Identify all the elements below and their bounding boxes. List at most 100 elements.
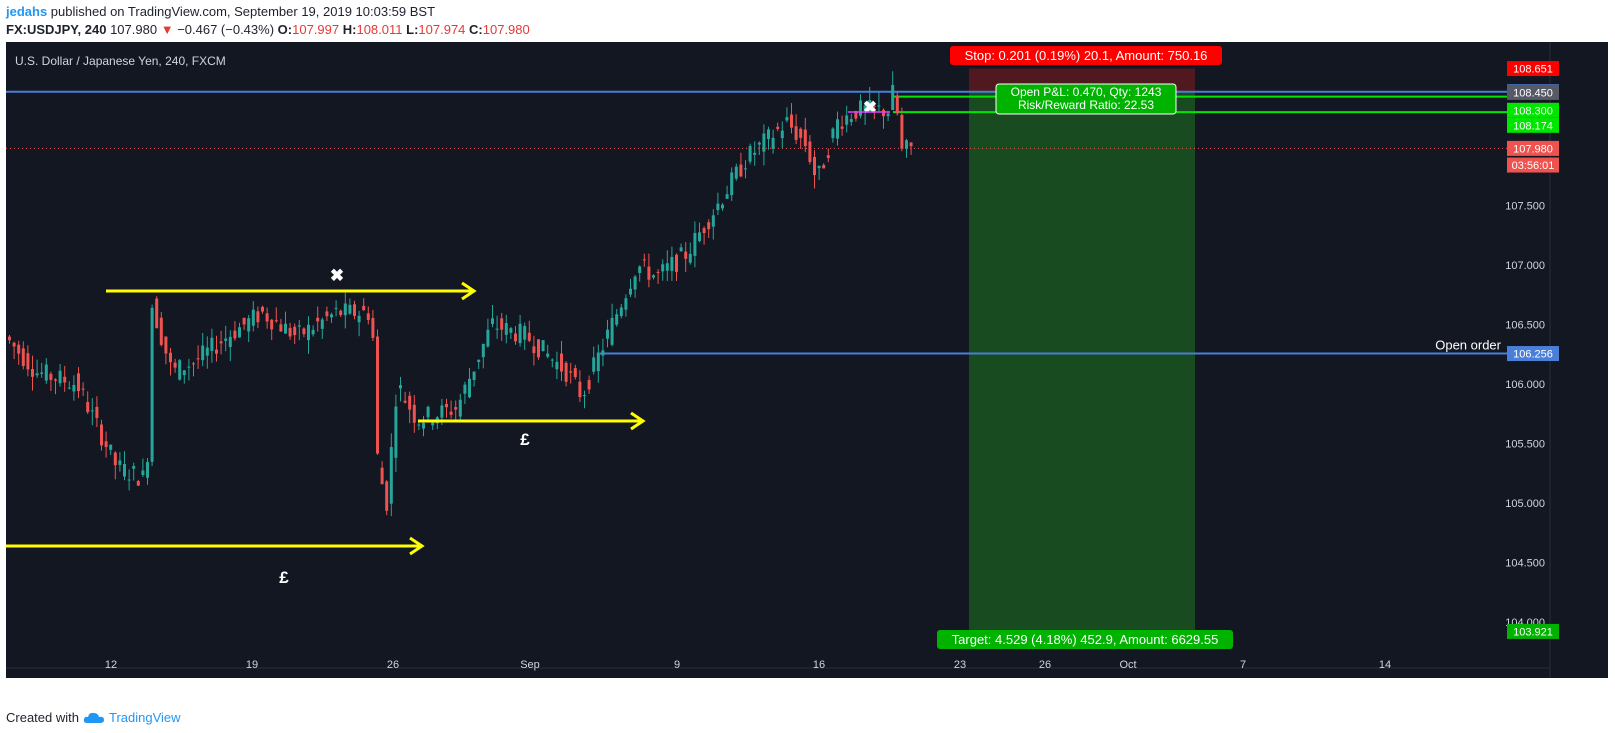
candle-body xyxy=(877,105,881,107)
candle-body xyxy=(486,329,490,347)
candle-body xyxy=(813,156,816,176)
candle-body xyxy=(353,304,356,316)
candle-body xyxy=(357,315,361,323)
x-tick-label: 7 xyxy=(1240,659,1246,671)
candle-body xyxy=(316,317,320,322)
candle-body xyxy=(868,100,872,111)
candle-body xyxy=(408,395,412,410)
x-tick-label: 16 xyxy=(813,659,825,671)
candle-body xyxy=(477,359,481,363)
candle-body xyxy=(854,111,858,119)
candle-body xyxy=(196,358,200,360)
price-label: 108.651 xyxy=(1507,61,1559,77)
candle-body xyxy=(247,318,251,332)
candle-body xyxy=(606,329,609,339)
target-zone xyxy=(969,92,1195,632)
candle-body xyxy=(573,368,577,378)
candle-body xyxy=(721,204,724,209)
candle-body xyxy=(716,203,720,211)
chart-background xyxy=(6,42,1608,678)
candle-body xyxy=(684,251,688,259)
candle-body xyxy=(541,340,545,352)
candle-body xyxy=(840,126,844,129)
candle-body xyxy=(261,306,264,312)
candle-body xyxy=(652,275,655,278)
price-label: 03:56:01 xyxy=(1507,157,1559,173)
candle-body xyxy=(518,323,522,344)
symbol-header: FX:USDJPY, 240 107.980 ▼ −0.467 (−0.43%)… xyxy=(6,22,530,37)
candle-body xyxy=(284,323,287,334)
candle-body xyxy=(776,126,780,129)
candle-body xyxy=(882,109,885,117)
author-link[interactable]: jedahs xyxy=(6,4,48,19)
candle-body xyxy=(242,317,246,325)
candle-body xyxy=(201,345,205,361)
tradingview-link[interactable]: TradingView xyxy=(108,710,181,725)
down-arrow-icon: ▼ xyxy=(160,22,174,37)
candle-body xyxy=(238,327,241,338)
x-tick-label: 9 xyxy=(674,659,680,671)
candle-body xyxy=(150,307,154,462)
price-label-text: 107.980 xyxy=(1513,143,1553,155)
x-tick-label: 23 xyxy=(954,659,966,671)
candle-body xyxy=(587,380,591,390)
price-label-box xyxy=(1507,61,1559,77)
arrow-head-icon xyxy=(409,536,425,556)
candle-body xyxy=(707,222,711,230)
candle-body xyxy=(113,452,117,466)
candle-body xyxy=(40,372,44,374)
risk-reward-text: Risk/Reward Ratio: 22.53 xyxy=(1018,98,1154,112)
created-with-label: Created with xyxy=(6,710,79,725)
candle-body xyxy=(205,347,209,356)
candle-body xyxy=(72,384,76,392)
high-label: H: xyxy=(342,22,357,37)
candle-body xyxy=(739,164,743,177)
candle-body xyxy=(592,357,596,372)
candle-body xyxy=(403,400,407,403)
candle-body xyxy=(688,253,692,263)
candle-body xyxy=(693,233,697,256)
candle-body xyxy=(762,133,766,152)
candle-body xyxy=(182,370,186,376)
candle-body xyxy=(348,304,352,314)
candle-body xyxy=(449,411,453,415)
candle-body xyxy=(100,424,103,446)
candle-body xyxy=(895,95,899,114)
target-box xyxy=(937,630,1233,649)
candle-body xyxy=(624,298,628,310)
y-tick-label: 105.000 xyxy=(1505,498,1545,510)
candle-body xyxy=(550,359,554,361)
candle-body xyxy=(265,313,269,322)
candle-body xyxy=(54,379,57,381)
candle-body xyxy=(320,319,324,329)
open-value: 107.997 xyxy=(292,22,340,37)
candle-body xyxy=(251,309,255,326)
candle-body xyxy=(794,126,798,140)
candle-body xyxy=(307,324,310,341)
candle-body xyxy=(500,318,504,330)
candle-body xyxy=(509,328,513,333)
candle-body xyxy=(859,100,862,116)
candle-body xyxy=(95,406,99,418)
candle-body xyxy=(583,395,586,397)
candle-body xyxy=(330,314,333,318)
price-label: 103.921 xyxy=(1507,623,1559,639)
candle-body xyxy=(58,370,62,384)
candle-body xyxy=(647,266,651,280)
candle-body xyxy=(905,140,908,149)
candle-body xyxy=(445,403,448,408)
pnl-box xyxy=(995,83,1177,115)
candle-body xyxy=(44,364,48,381)
price-label-box xyxy=(1507,102,1559,118)
price-label-box xyxy=(1507,84,1559,100)
low-value: 107.974 xyxy=(418,22,466,37)
candle-body xyxy=(228,336,232,347)
candle-body xyxy=(210,337,214,351)
candle-body xyxy=(173,362,177,368)
candle-body xyxy=(458,399,462,417)
price-label-text: 106.256 xyxy=(1513,349,1553,361)
candle-body xyxy=(31,368,34,377)
candle-body xyxy=(141,470,145,475)
candle-body xyxy=(527,332,531,341)
